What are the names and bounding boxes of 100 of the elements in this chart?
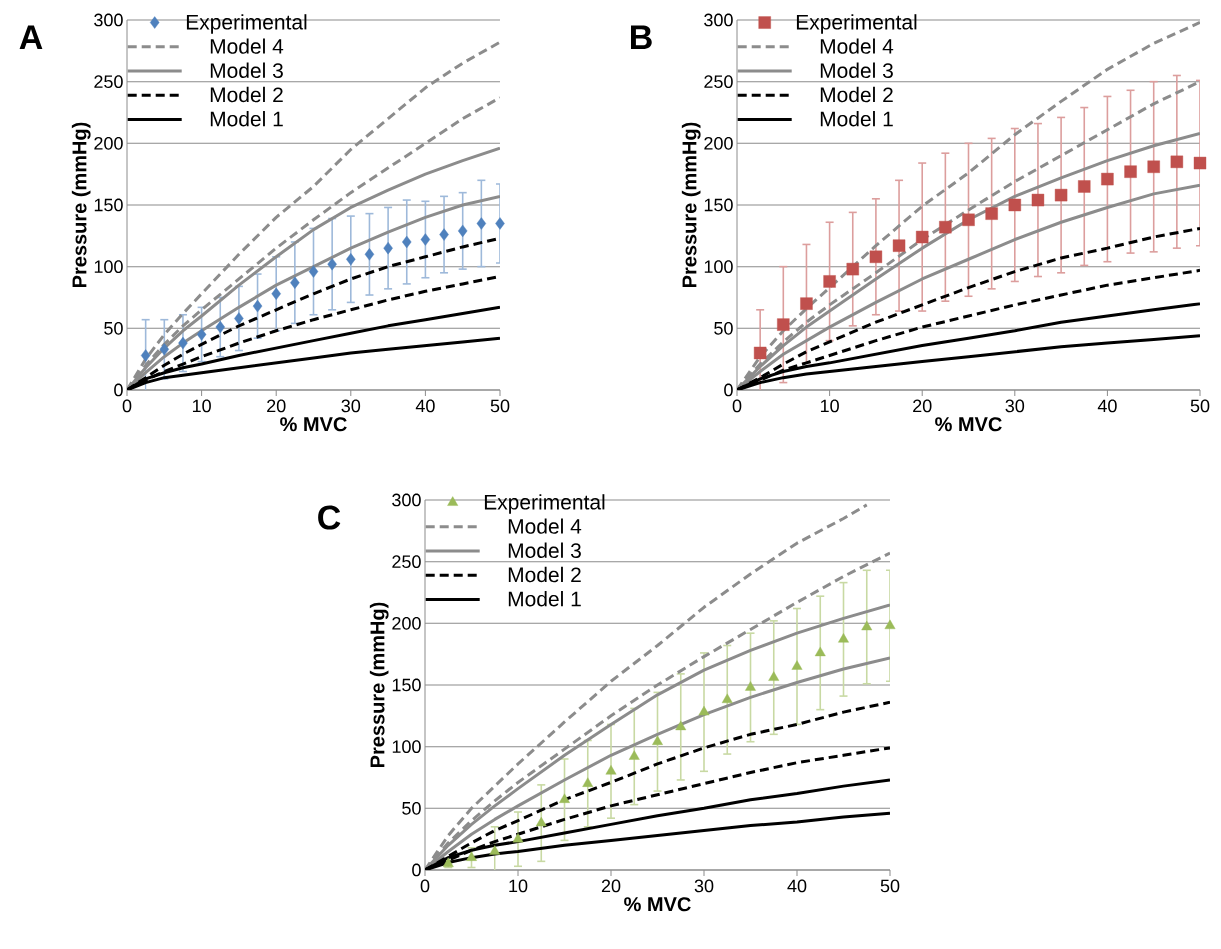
point — [383, 241, 393, 255]
x-tick-label: 0 — [732, 399, 742, 413]
point — [476, 217, 487, 230]
y-tick-label: 200 — [392, 616, 421, 630]
chart-title: B — [631, 25, 652, 49]
point — [838, 633, 849, 643]
y-tick-label: 200 — [704, 136, 733, 150]
legend-label: Model 3 — [210, 62, 283, 79]
legend-label: Model 2 — [210, 86, 283, 103]
point — [489, 845, 501, 855]
legend-label: Model 1 — [210, 111, 283, 127]
point — [271, 287, 281, 300]
chart-title: A — [19, 25, 43, 49]
y-tick-label: 50 — [104, 321, 123, 335]
point — [777, 318, 790, 331]
y-tick-label: 100 — [704, 260, 733, 274]
point — [628, 750, 640, 760]
y-tick-label: 150 — [392, 678, 421, 692]
point — [215, 320, 225, 334]
y-tick-label: 250 — [94, 75, 123, 89]
point — [768, 671, 780, 681]
point — [1193, 156, 1207, 170]
y-axis-title: Pressure (mmHg) — [681, 122, 701, 288]
point — [234, 312, 244, 325]
point — [962, 213, 975, 226]
point — [675, 720, 687, 731]
legend-label: Experimental — [796, 14, 917, 34]
point — [402, 235, 412, 249]
point — [439, 228, 449, 241]
point — [814, 646, 826, 657]
legend-label: Model 1 — [508, 591, 581, 607]
y-tick-label: 150 — [704, 198, 733, 212]
legend-label: Model 3 — [508, 542, 581, 559]
x-axis-title: % MVC — [935, 417, 1002, 432]
point — [512, 832, 524, 843]
point — [346, 253, 356, 266]
x-tick-label: 40 — [787, 879, 807, 893]
point — [495, 217, 505, 230]
point — [582, 777, 594, 787]
legend-label: Experimental — [484, 494, 605, 514]
x-axis-title: % MVC — [624, 897, 691, 912]
point — [178, 336, 188, 350]
x-tick-label: 40 — [1097, 399, 1117, 413]
y-tick-label: 100 — [94, 260, 123, 274]
point — [1101, 172, 1114, 186]
x-tick-label: 10 — [820, 399, 839, 413]
y-tick-label: 250 — [704, 75, 733, 89]
point — [721, 693, 733, 703]
y-tick-label: 0 — [114, 383, 123, 397]
point — [753, 346, 767, 360]
legend-label: Model 2 — [508, 566, 581, 583]
point — [458, 224, 468, 238]
point — [252, 299, 263, 313]
legend-label: Model 4 — [820, 38, 894, 54]
y-tick-label: 50 — [714, 321, 733, 335]
point — [1124, 165, 1137, 178]
x-tick-label: 40 — [415, 399, 435, 413]
point — [892, 239, 906, 252]
y-tick-label: 50 — [402, 801, 421, 815]
y-tick-label: 300 — [704, 13, 733, 27]
legend-label: Model 4 — [508, 518, 582, 534]
point — [140, 349, 151, 362]
y-tick-label: 0 — [724, 383, 733, 397]
point — [884, 619, 896, 629]
point — [939, 220, 952, 234]
y-tick-label: 250 — [392, 555, 421, 569]
point — [308, 265, 319, 278]
legend-label: Experimental — [186, 14, 307, 34]
x-axis-title: % MVC — [280, 417, 347, 432]
y-tick-label: 0 — [412, 863, 421, 877]
point — [327, 257, 337, 271]
point — [466, 851, 477, 861]
point — [800, 297, 813, 310]
y-tick-label: 300 — [392, 493, 421, 507]
x-tick-label: 10 — [509, 879, 528, 893]
point — [1078, 180, 1091, 193]
legend-label: Model 1 — [820, 111, 893, 127]
y-axis-title: Pressure (mmHg) — [369, 602, 389, 768]
x-tick-label: 50 — [880, 879, 900, 893]
point — [559, 793, 570, 803]
point — [1054, 188, 1068, 202]
y-tick-label: 150 — [94, 198, 123, 212]
point — [1008, 198, 1021, 212]
x-tick-label: 20 — [913, 399, 932, 413]
point — [196, 328, 207, 341]
y-tick-label: 100 — [392, 740, 421, 754]
point — [823, 275, 836, 288]
x-tick-label: 20 — [267, 399, 286, 413]
point — [846, 262, 859, 276]
legend-label: Model 2 — [820, 86, 893, 103]
point — [861, 620, 873, 631]
y-tick-label: 200 — [94, 136, 123, 150]
legend-label: Model 3 — [820, 62, 893, 79]
x-tick-label: 10 — [192, 399, 211, 413]
point — [364, 248, 375, 261]
x-tick-label: 50 — [490, 399, 510, 413]
legend-label: Model 4 — [210, 38, 284, 54]
point — [1147, 160, 1160, 173]
point — [420, 233, 431, 246]
point — [745, 681, 756, 691]
